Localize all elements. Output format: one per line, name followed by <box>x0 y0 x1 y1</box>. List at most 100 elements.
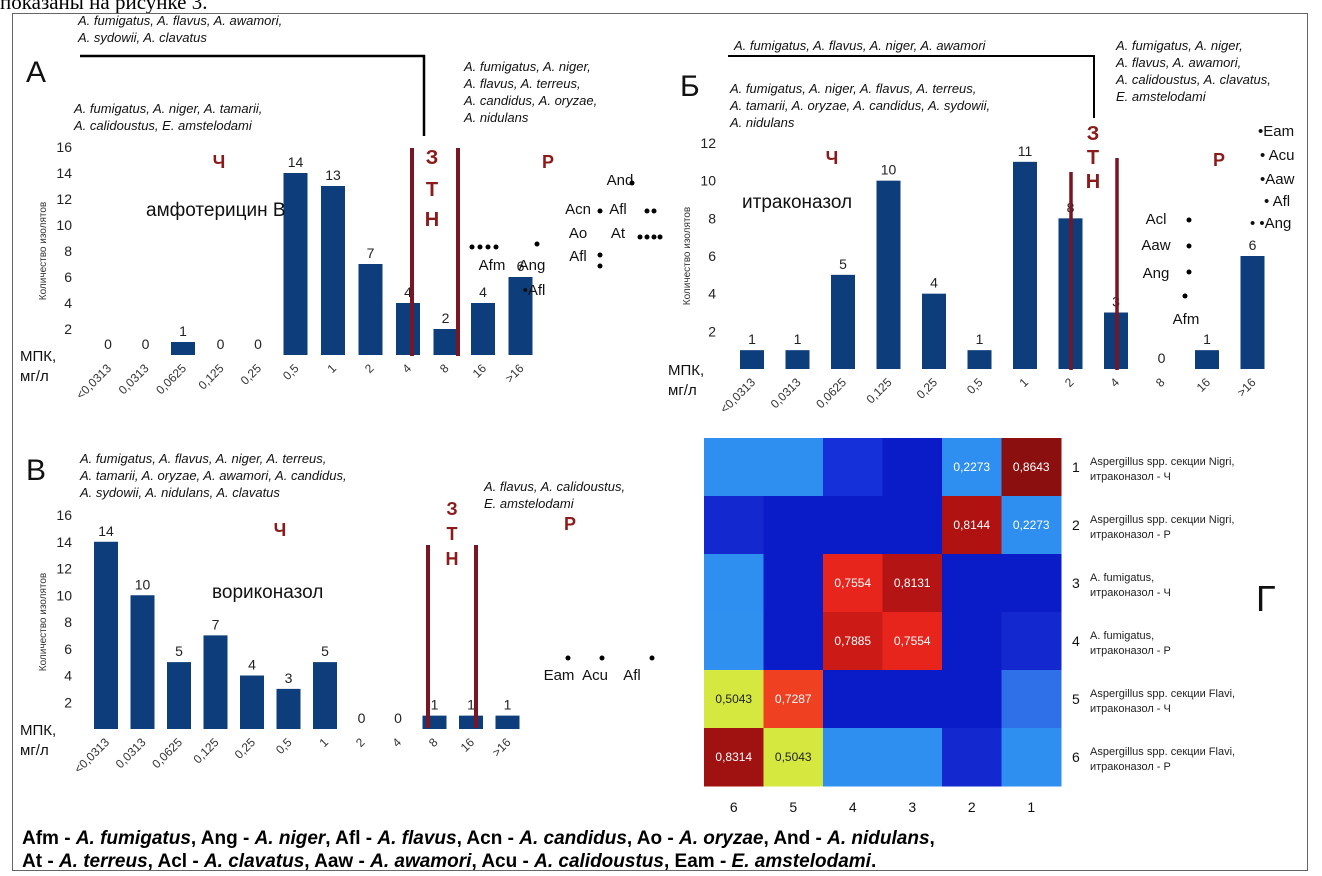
heatmap-cell <box>1001 728 1062 787</box>
bar-value-label: 1 <box>504 697 512 713</box>
zone-n-label: Н <box>1086 171 1100 193</box>
zone-n-label: Н <box>446 549 459 569</box>
y-tick-label: 12 <box>700 135 716 151</box>
heatmap-row-index: 4 <box>1072 633 1080 649</box>
heatmap-value-label: 0,5043 <box>715 692 752 706</box>
isolate-dot <box>649 655 655 661</box>
heatmap-cell <box>704 496 764 555</box>
heatmap-row-label: A. fumigatus, <box>1090 630 1154 642</box>
species-code-label: • Afl <box>1264 193 1290 210</box>
y-tick-label: 14 <box>56 534 72 550</box>
legend-code: , Afl - <box>325 828 378 849</box>
bar <box>130 595 155 729</box>
x-tick-label: >16 <box>502 361 527 386</box>
legend-species: A. terreus <box>58 851 148 872</box>
x-tick-label: 0,0313 <box>768 375 804 411</box>
bar <box>240 675 264 729</box>
x-tick-label: 4 <box>1107 375 1122 390</box>
heatmap-cell <box>763 554 824 613</box>
bar <box>94 541 118 729</box>
heatmap-correlation: 0,2273 0,8643 0,8144 0,2273 0,7554 0,8131 0,78… <box>704 438 1235 815</box>
species-code-label: • •Ang <box>1250 215 1291 232</box>
heatmap-cell <box>1001 612 1062 671</box>
zone-n-label: Н <box>425 209 439 231</box>
heatmap-row-label: Aspergillus spp. секции Flavi, <box>1090 746 1235 758</box>
isolate-dot <box>1186 269 1192 275</box>
isolate-dot <box>493 244 499 250</box>
x-tick-label: 8 <box>426 735 441 750</box>
heatmap-cell <box>942 554 1002 613</box>
mpk-unit-label: мг/л <box>20 368 49 385</box>
heatmap-cell <box>882 438 943 497</box>
legend-code: , Eam - <box>663 851 732 872</box>
y-axis-label: Количество изолятов <box>38 573 49 671</box>
x-tick-label: 0,125 <box>195 361 226 392</box>
x-tick-label: <0,0313 <box>717 375 758 416</box>
isolate-dot <box>651 234 657 240</box>
heatmap-cell <box>882 670 943 729</box>
bar <box>396 303 420 355</box>
bar-value-label: 1 <box>179 323 187 339</box>
heatmap-value-label: 0,8131 <box>894 576 931 590</box>
species-code-label: Eam <box>544 667 575 684</box>
panel-a-bracket <box>80 54 426 136</box>
x-tick-label: >16 <box>489 735 514 760</box>
x-tick-label: 0,0313 <box>113 735 149 771</box>
x-tick-label: 8 <box>437 361 452 376</box>
bar-value-label: 1 <box>467 697 475 713</box>
heatmap-value-label: 0,7554 <box>834 576 871 590</box>
species-code-label: Ang <box>519 257 546 274</box>
panel-g-letter: Г <box>1256 578 1276 619</box>
x-tick-label: 4 <box>389 735 404 750</box>
isolate-dot <box>477 244 483 250</box>
species-legend-line1: Afm - A. fumigatus, Ang - A. niger, Afl … <box>22 828 935 850</box>
bar <box>459 715 483 729</box>
y-tick-label: 4 <box>64 295 72 311</box>
isolate-dot <box>469 244 475 250</box>
figure-frame <box>12 13 1308 871</box>
species-code-label: And <box>607 172 634 189</box>
bar-value-label: 14 <box>98 523 114 539</box>
heatmap-cell <box>882 554 943 613</box>
y-tick-label: 16 <box>56 139 72 155</box>
bar <box>283 173 308 355</box>
cut-off-caption: показаны на рисунке 3. <box>0 0 208 14</box>
isolate-dot <box>1186 217 1192 223</box>
legend-species: A. nidulans <box>827 828 930 849</box>
x-tick-label: 0,0625 <box>813 375 849 411</box>
heatmap-row-index: 2 <box>1072 517 1080 533</box>
species-legend-line2: At - A. terreus, Acl - A. clavatus, Aaw … <box>22 851 876 873</box>
heatmap-cell <box>823 496 883 555</box>
species-code-label: Ang <box>1143 265 1170 282</box>
bar <box>831 274 855 369</box>
heatmap-cell <box>1001 670 1062 729</box>
heatmap-col-label: 2 <box>968 799 976 815</box>
heatmap-row-index: 6 <box>1072 749 1080 765</box>
legend-code: , Aaw - <box>304 851 371 872</box>
bar-value-label: 4 <box>930 275 938 291</box>
legend-species: A. awamori <box>370 851 472 872</box>
isolate-dot <box>597 208 603 214</box>
x-tick-label: 0,25 <box>914 375 941 402</box>
bar-value-label: 1 <box>794 331 802 347</box>
bar-value-label: 0 <box>217 336 225 352</box>
legend-code: , Acn - <box>456 828 520 849</box>
y-tick-label: 6 <box>708 248 716 264</box>
heatmap-col-label: 6 <box>730 799 738 815</box>
panel-v-letter: В <box>26 454 47 487</box>
heatmap-cell <box>763 728 824 787</box>
x-tick-label: 16 <box>458 735 478 755</box>
heatmap-cell <box>823 554 883 613</box>
heatmap-row-label: итраконазол - Р <box>1090 645 1171 657</box>
heatmap-row-index: 3 <box>1072 575 1080 591</box>
x-tick-label: 0,0313 <box>116 361 152 397</box>
x-tick-label: 0,0625 <box>149 735 185 771</box>
y-tick-label: 8 <box>64 243 72 259</box>
x-tick-label: 0,125 <box>190 735 221 766</box>
x-tick-label: 4 <box>399 361 414 376</box>
heatmap-cell <box>942 670 1002 729</box>
panel-a-letter: А <box>26 56 47 89</box>
species-code-label: Afl <box>623 667 641 684</box>
heatmap-value-label: 0,8144 <box>953 518 990 532</box>
